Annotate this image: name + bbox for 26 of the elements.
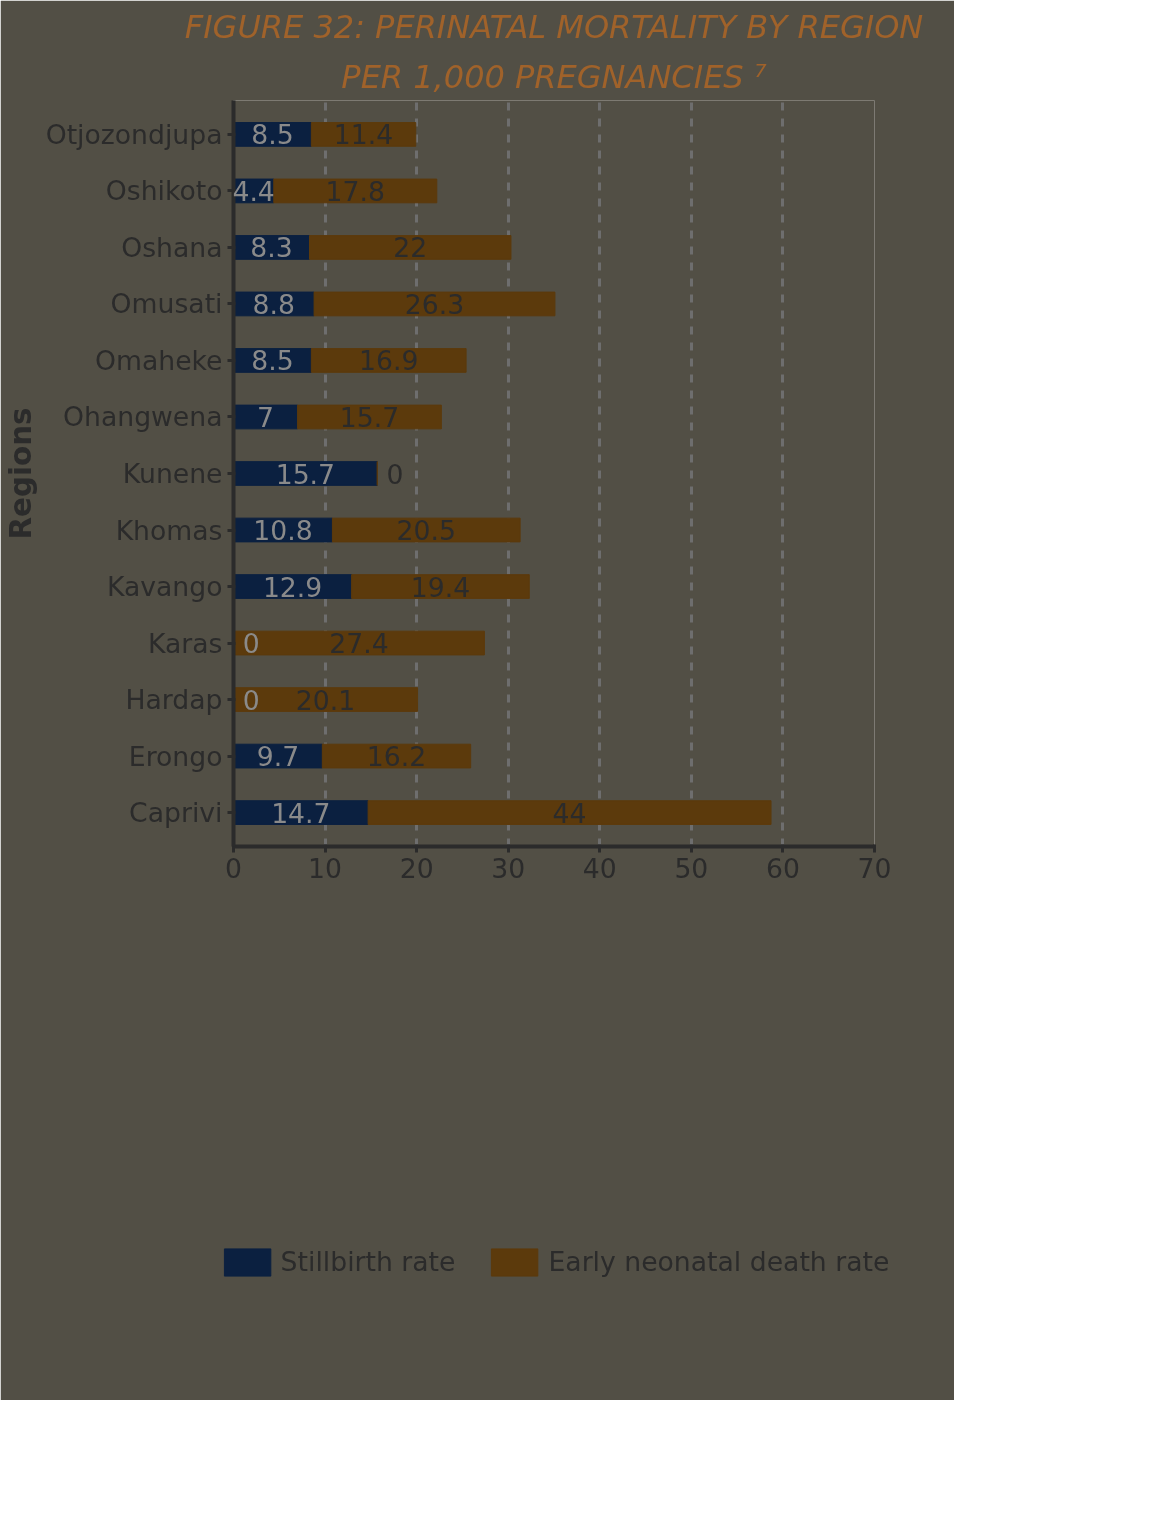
bar bbox=[309, 235, 512, 260]
data-label: 14.7 bbox=[271, 797, 331, 829]
data-label: 8.5 bbox=[251, 119, 294, 151]
data-label: 7 bbox=[257, 401, 275, 433]
data-label: 10.8 bbox=[253, 515, 313, 547]
chart-subtitle: PER 1,000 PREGNANCIES ⁷ bbox=[341, 57, 767, 96]
bar bbox=[351, 574, 530, 599]
bar bbox=[233, 404, 299, 430]
bar bbox=[367, 800, 772, 825]
data-label: 12.9 bbox=[262, 571, 323, 603]
chart-title: FIGURE 32: PERINATAL MORTALITY BY REGION bbox=[184, 7, 924, 46]
data-label: 9.7 bbox=[256, 741, 300, 773]
bar bbox=[313, 291, 556, 317]
data-label: 0 bbox=[242, 628, 260, 660]
data-label: 15.7 bbox=[275, 458, 336, 490]
data-label: 0 bbox=[242, 684, 260, 716]
data-label: 4.4 bbox=[232, 175, 275, 207]
bar bbox=[233, 461, 378, 486]
bar bbox=[233, 630, 485, 656]
data-label: 8.3 bbox=[250, 232, 293, 264]
bar bbox=[273, 178, 438, 204]
bar bbox=[297, 404, 442, 430]
bar bbox=[331, 517, 521, 543]
bar bbox=[233, 687, 419, 712]
data-label: 8.5 bbox=[251, 345, 294, 377]
data-label: 8.8 bbox=[252, 288, 295, 320]
